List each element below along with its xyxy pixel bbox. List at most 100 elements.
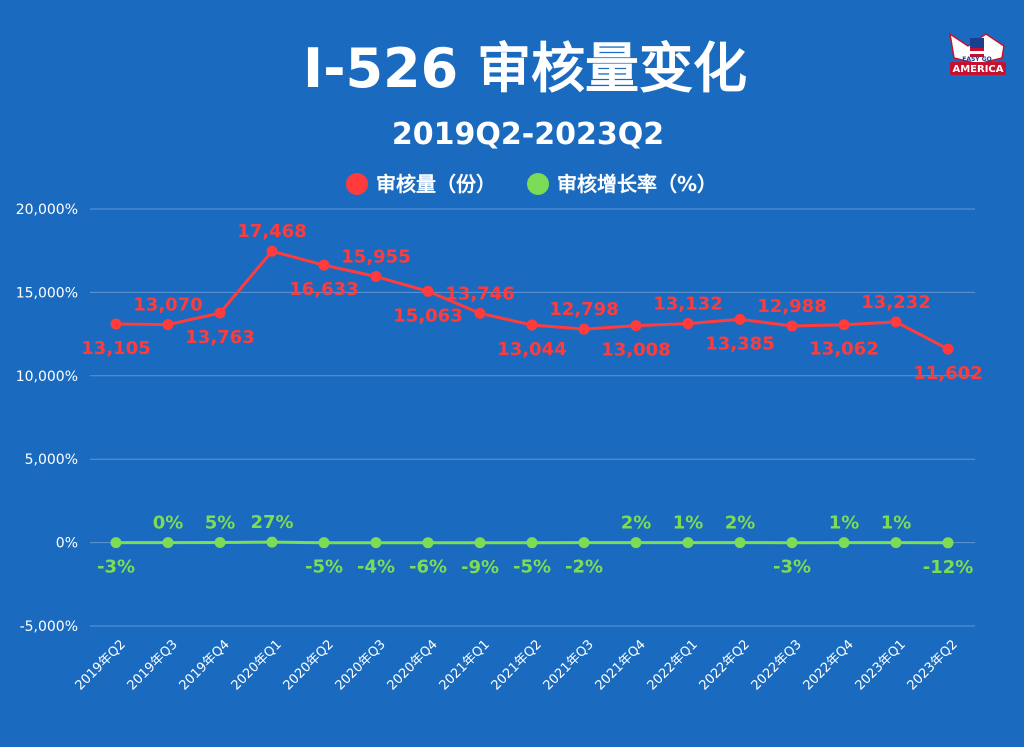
- logo-flag-stripe-2: [970, 54, 984, 57]
- data-label-review-volume: 13,746: [445, 283, 514, 304]
- legend-label-green: 审核增长率（%）: [557, 172, 717, 196]
- data-label-review-volume: 13,232: [861, 292, 930, 313]
- data-point-growth-rate: [786, 537, 798, 549]
- data-label-growth-rate: 2%: [725, 513, 756, 534]
- x-tick-label: 2019年Q2: [73, 637, 129, 693]
- data-label-review-volume: 15,955: [341, 246, 410, 267]
- data-point-review-volume: [630, 320, 642, 332]
- data-point-growth-rate: [526, 537, 538, 549]
- x-tick-label: 2023年Q1: [853, 637, 909, 693]
- data-label-growth-rate: 1%: [881, 513, 912, 534]
- data-point-growth-rate: [838, 537, 850, 549]
- data-point-review-volume: [422, 285, 434, 297]
- logo-bottom-text: AMERICA: [952, 64, 1003, 75]
- data-label-review-volume: 13,070: [133, 295, 202, 316]
- data-point-review-volume: [162, 319, 174, 331]
- data-point-review-volume: [786, 320, 798, 332]
- data-label-review-volume: 13,105: [81, 338, 150, 359]
- y-axis: 20,000% 15,000% 10,000% 5,000% 0% -5,000%: [16, 202, 78, 635]
- data-label-growth-rate: 1%: [829, 513, 860, 534]
- logo: EASY GO AMERICA: [948, 32, 1006, 75]
- data-label-growth-rate: -12%: [923, 557, 974, 578]
- data-point-review-volume: [734, 313, 746, 325]
- data-label-growth-rate: -4%: [357, 557, 395, 578]
- logo-banner: [950, 62, 1006, 75]
- data-label-review-volume: 12,798: [549, 299, 618, 320]
- data-point-review-volume: [370, 270, 382, 282]
- logo-flag-stripe-1: [970, 48, 984, 51]
- data-point-growth-rate: [214, 537, 226, 549]
- x-tick-label: 2022年Q4: [801, 637, 857, 693]
- data-label-growth-rate: -5%: [513, 557, 551, 578]
- data-label-review-volume: 13,008: [601, 340, 670, 361]
- data-point-growth-rate: [630, 537, 642, 549]
- data-point-growth-rate: [474, 537, 486, 549]
- data-label-growth-rate: -2%: [565, 557, 603, 578]
- chart-subtitle: 2019Q2-2023Q2: [392, 117, 664, 152]
- x-tick-label: 2021年Q4: [593, 637, 649, 693]
- y-tick-label: 15,000%: [16, 285, 78, 301]
- data-point-review-volume: [214, 307, 226, 319]
- x-tick-label: 2020年Q2: [281, 637, 337, 693]
- data-labels: 13,105 13,070 13,763 17,468 16,633 15,955 15,0…: [81, 221, 982, 578]
- data-point-growth-rate: [578, 537, 590, 549]
- data-point-review-volume: [890, 316, 902, 328]
- data-point-growth-rate: [162, 537, 174, 549]
- data-point-review-volume: [942, 343, 954, 355]
- logo-flag-canton: [970, 38, 984, 48]
- data-point-review-volume: [110, 318, 122, 330]
- data-point-growth-rate: [422, 537, 434, 549]
- data-label-growth-rate: -3%: [97, 557, 135, 578]
- data-label-review-volume: 12,988: [757, 296, 826, 317]
- x-tick-label: 2021年Q3: [541, 637, 597, 693]
- data-label-review-volume: 16,633: [289, 279, 358, 300]
- y-tick-label: -5,000%: [20, 619, 78, 635]
- y-tick-label: 0%: [56, 536, 78, 552]
- data-label-growth-rate: 1%: [673, 513, 704, 534]
- data-point-review-volume: [682, 318, 694, 330]
- data-point-growth-rate: [942, 537, 954, 549]
- x-tick-label: 2019年Q4: [177, 637, 233, 693]
- data-label-review-volume: 11,602: [913, 363, 982, 384]
- data-point-growth-rate: [734, 537, 746, 549]
- series-group: [110, 245, 954, 549]
- x-tick-label: 2019年Q3: [125, 637, 181, 693]
- x-tick-label: 2023年Q2: [905, 637, 961, 693]
- data-point-review-volume: [838, 319, 850, 331]
- data-point-growth-rate: [110, 537, 122, 549]
- data-label-review-volume: 13,044: [497, 339, 566, 360]
- data-label-review-volume: 13,132: [653, 294, 722, 315]
- data-label-growth-rate: -6%: [409, 557, 447, 578]
- data-label-review-volume: 13,385: [705, 333, 774, 354]
- legend-label-red: 审核量（份）: [376, 172, 496, 196]
- data-point-growth-rate: [890, 537, 902, 549]
- x-tick-label: 2022年Q3: [749, 637, 805, 693]
- y-tick-label: 10,000%: [16, 369, 78, 385]
- x-tick-label: 2021年Q1: [437, 637, 493, 693]
- chart-title: I-526 审核量变化: [303, 37, 747, 100]
- data-label-growth-rate: 0%: [153, 513, 184, 534]
- data-point-review-volume: [526, 319, 538, 331]
- data-label-growth-rate: -9%: [461, 557, 499, 578]
- data-point-growth-rate: [266, 536, 278, 548]
- logo-top-text: EASY GO: [962, 56, 992, 63]
- x-tick-label: 2022年Q2: [697, 637, 753, 693]
- data-point-growth-rate: [318, 537, 330, 549]
- data-point-review-volume: [578, 323, 590, 335]
- data-label-review-volume: 17,468: [237, 221, 306, 242]
- data-label-review-volume: 15,063: [393, 305, 462, 326]
- data-label-growth-rate: -5%: [305, 557, 343, 578]
- data-point-review-volume: [266, 245, 278, 257]
- x-tick-label: 2021年Q2: [489, 637, 545, 693]
- x-tick-label: 2020年Q3: [333, 637, 389, 693]
- data-label-growth-rate: 5%: [205, 513, 236, 534]
- data-point-growth-rate: [370, 537, 382, 549]
- data-label-review-volume: 13,062: [809, 339, 878, 360]
- x-tick-label: 2022年Q1: [645, 637, 701, 693]
- x-axis: 2019年Q22019年Q32019年Q42020年Q12020年Q22020年…: [73, 637, 961, 693]
- y-tick-label: 20,000%: [16, 202, 78, 218]
- data-point-review-volume: [318, 259, 330, 271]
- legend: 审核量（份） 审核增长率（%）: [346, 172, 717, 196]
- data-point-growth-rate: [682, 537, 694, 549]
